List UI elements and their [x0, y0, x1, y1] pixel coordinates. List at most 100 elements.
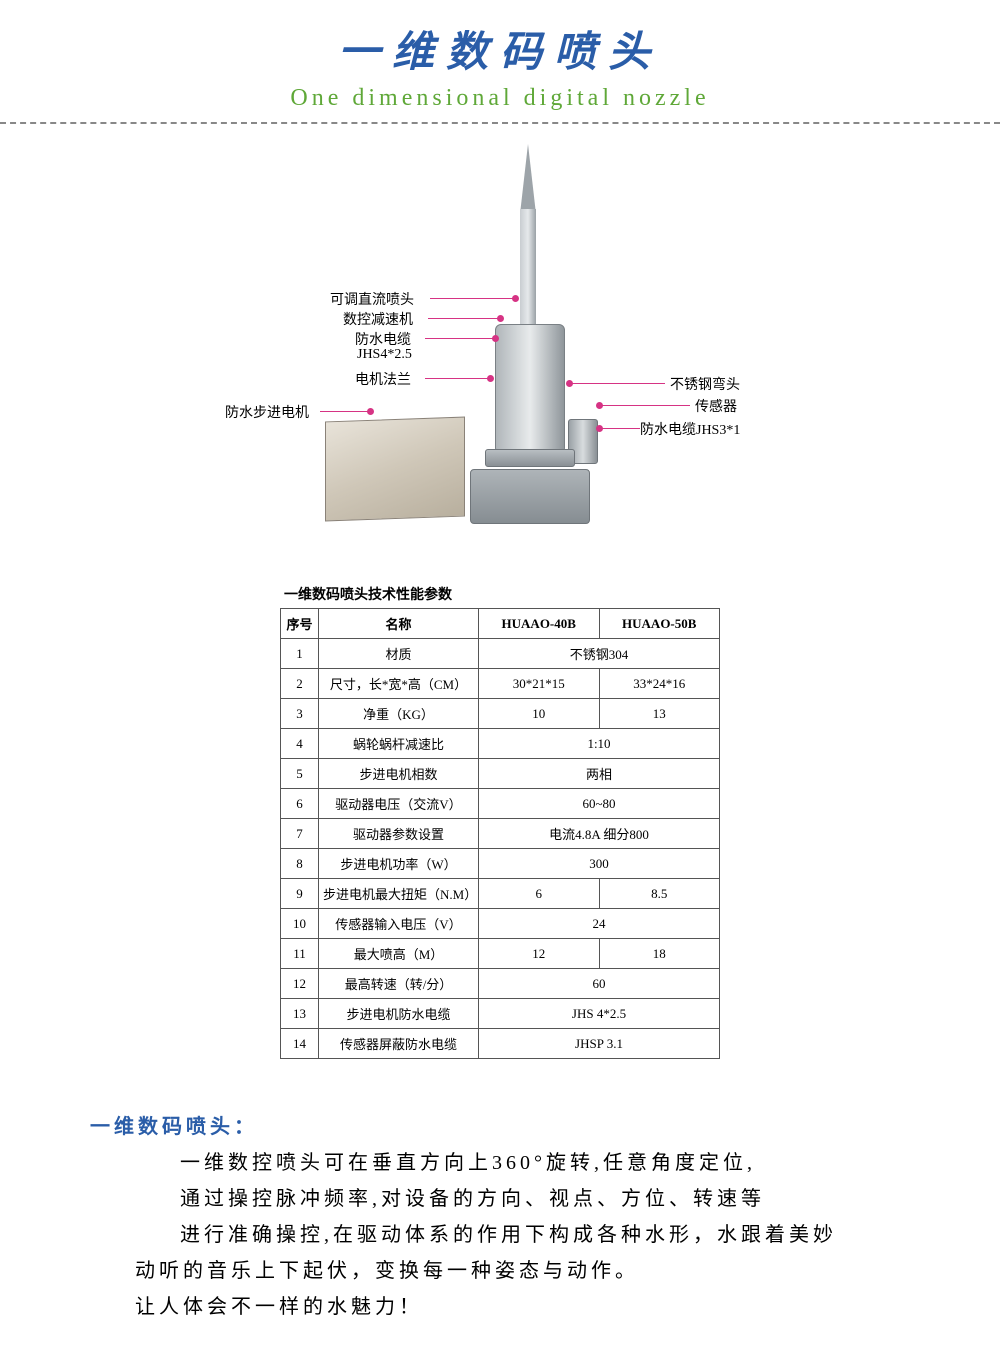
description-line: 让人体会不一样的水魅力！: [135, 1289, 910, 1325]
diagram-leader-line: [430, 298, 515, 299]
diagram-leader-line: [425, 338, 495, 339]
spec-cell-value: JHS 4*2.5: [479, 999, 720, 1029]
spec-row: 7驱动器参数设置电流4.8A 细分800: [281, 819, 720, 849]
spec-cell-value: JHSP 3.1: [479, 1029, 720, 1059]
title-chinese: 一维数码喷头: [0, 0, 1000, 79]
spec-cell-idx: 1: [281, 639, 319, 669]
spec-header-row: 序号 名称 HUAAO-40B HUAAO-50B: [281, 609, 720, 639]
spec-cell-value: 18: [599, 939, 720, 969]
spec-cell-value: 30*21*15: [479, 669, 600, 699]
diagram-leader-line: [428, 318, 500, 319]
diagram-callout-label: 可调直流喷头: [330, 289, 414, 309]
product-diagram: 可调直流喷头数控减速机防水电缆JHS4*2.5 电机法兰防水步进电机 不锈钢弯头传感…: [150, 144, 850, 564]
spec-cell-value: 8.5: [599, 879, 720, 909]
spec-header-name: 名称: [319, 609, 479, 639]
spec-row: 13步进电机防水电缆JHS 4*2.5: [281, 999, 720, 1029]
spec-cell-name: 驱动器参数设置: [319, 819, 479, 849]
spec-cell-value: 300: [479, 849, 720, 879]
diagram-callout-label: JHS4*2.5: [357, 347, 412, 363]
diagram-leader-line: [600, 405, 690, 406]
spec-row: 12最高转速（转/分）60: [281, 969, 720, 999]
spec-cell-idx: 14: [281, 1029, 319, 1059]
spec-table-section: 一维数码喷头技术性能参数 序号 名称 HUAAO-40B HUAAO-50B 1…: [280, 584, 720, 1059]
spec-row: 11最大喷高（M）1218: [281, 939, 720, 969]
spec-cell-value: 不锈钢304: [479, 639, 720, 669]
spec-row: 6驱动器电压（交流V）60~80: [281, 789, 720, 819]
description-heading: 一维数码喷头：: [90, 1116, 258, 1138]
spec-row: 3净重（KG）1013: [281, 699, 720, 729]
diagram-callout-label: 电机法兰: [355, 369, 411, 389]
diagram-callout-label: 防水步进电机: [225, 402, 309, 422]
description-line: 动听的音乐上下起伏，变换每一种姿态与动作。: [135, 1253, 910, 1289]
diagram-flange: [485, 449, 575, 467]
spec-cell-name: 净重（KG）: [319, 699, 479, 729]
diagram-nozzle-body: [495, 324, 565, 454]
spec-cell-idx: 12: [281, 969, 319, 999]
spec-cell-name: 最大喷高（M）: [319, 939, 479, 969]
spec-cell-value: 24: [479, 909, 720, 939]
spec-cell-idx: 9: [281, 879, 319, 909]
spec-header-idx: 序号: [281, 609, 319, 639]
spec-cell-idx: 4: [281, 729, 319, 759]
diagram-base: [470, 469, 590, 524]
spec-cell-idx: 2: [281, 669, 319, 699]
spec-row: 4蜗轮蜗杆减速比1:10: [281, 729, 720, 759]
diagram-callout-label: 传感器: [695, 396, 737, 416]
spec-cell-value: 60: [479, 969, 720, 999]
spec-cell-name: 传感器屏蔽防水电缆: [319, 1029, 479, 1059]
spec-cell-value: 13: [599, 699, 720, 729]
spec-cell-value: 60~80: [479, 789, 720, 819]
description-section: 一维数码喷头： 一维数控喷头可在垂直方向上360°旋转,任意角度定位,通过操控脉…: [90, 1109, 910, 1325]
description-line: 进行准确操控,在驱动体系的作用下构成各种水形，水跟着美妙: [180, 1217, 910, 1253]
spec-cell-name: 蜗轮蜗杆减速比: [319, 729, 479, 759]
description-line: 通过操控脉冲频率,对设备的方向、视点、方位、转速等: [180, 1181, 910, 1217]
diagram-callout-label: 防水电缆JHS3*1: [640, 419, 740, 439]
diagram-motor-box: [325, 417, 465, 522]
spec-cell-idx: 8: [281, 849, 319, 879]
description-line: 一维数控喷头可在垂直方向上360°旋转,任意角度定位,: [180, 1145, 910, 1181]
spec-table: 序号 名称 HUAAO-40B HUAAO-50B 1材质不锈钢3042尺寸，长…: [280, 608, 720, 1059]
spec-cell-name: 传感器输入电压（V）: [319, 909, 479, 939]
spec-cell-name: 步进电机最大扭矩（N.M）: [319, 879, 479, 909]
spec-cell-name: 步进电机防水电缆: [319, 999, 479, 1029]
spec-cell-value: 10: [479, 699, 600, 729]
spec-cell-idx: 7: [281, 819, 319, 849]
diagram-callout-label: 数控减速机: [343, 309, 413, 329]
diagram-callout-label: 防水电缆: [355, 329, 411, 349]
spec-cell-name: 材质: [319, 639, 479, 669]
spec-cell-value: 两相: [479, 759, 720, 789]
diagram-leader-line: [320, 411, 370, 412]
spec-row: 2尺寸，长*宽*高（CM）30*21*1533*24*16: [281, 669, 720, 699]
spec-cell-name: 驱动器电压（交流V）: [319, 789, 479, 819]
diagram-leader-line: [570, 383, 665, 384]
spec-row: 14传感器屏蔽防水电缆JHSP 3.1: [281, 1029, 720, 1059]
spec-cell-name: 尺寸，长*宽*高（CM）: [319, 669, 479, 699]
spec-header-model-b: HUAAO-50B: [599, 609, 720, 639]
diagram-callout-label: 不锈钢弯头: [670, 374, 740, 394]
diagram-leader-line: [600, 428, 640, 429]
spec-cell-name: 最高转速（转/分）: [319, 969, 479, 999]
spec-row: 5步进电机相数两相: [281, 759, 720, 789]
spec-cell-value: 1:10: [479, 729, 720, 759]
diagram-leader-line: [425, 378, 490, 379]
spec-cell-idx: 6: [281, 789, 319, 819]
spec-cell-value: 33*24*16: [599, 669, 720, 699]
spec-cell-idx: 3: [281, 699, 319, 729]
spec-cell-value: 6: [479, 879, 600, 909]
spec-table-title: 一维数码喷头技术性能参数: [280, 584, 720, 604]
spec-row: 9步进电机最大扭矩（N.M）68.5: [281, 879, 720, 909]
divider-dashed: [0, 122, 1000, 124]
description-body: 一维数控喷头可在垂直方向上360°旋转,任意角度定位,通过操控脉冲频率,对设备的…: [90, 1145, 910, 1325]
title-english: One dimensional digital nozzle: [0, 85, 1000, 112]
spec-row: 10传感器输入电压（V）24: [281, 909, 720, 939]
spec-header-model-a: HUAAO-40B: [479, 609, 600, 639]
spec-cell-value: 12: [479, 939, 600, 969]
spec-cell-idx: 5: [281, 759, 319, 789]
spec-cell-idx: 11: [281, 939, 319, 969]
diagram-nozzle-shaft: [520, 209, 536, 329]
spec-cell-value: 电流4.8A 细分800: [479, 819, 720, 849]
diagram-nozzle-tip: [520, 144, 536, 214]
spec-cell-idx: 10: [281, 909, 319, 939]
spec-cell-idx: 13: [281, 999, 319, 1029]
spec-row: 1材质不锈钢304: [281, 639, 720, 669]
